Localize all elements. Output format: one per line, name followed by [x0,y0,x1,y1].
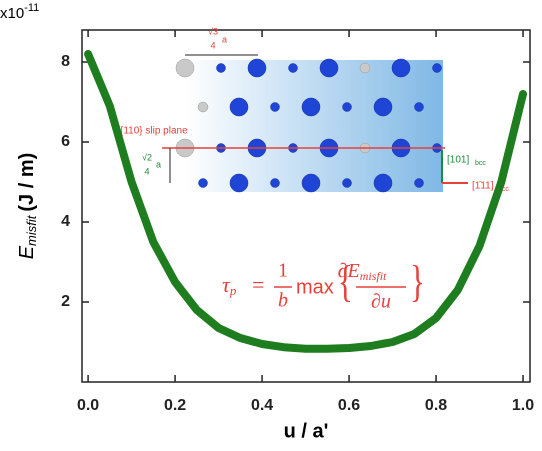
spacing-top-unit: a [222,34,227,44]
eq-d-num: ∂Emisfit [338,260,387,283]
atom-blue [391,58,411,78]
eq-brace-open: { [338,258,353,307]
x-tick-label: 0.2 [164,397,186,414]
eq-d-den: ∂u [371,291,391,313]
atom-blue [288,63,298,73]
y-tick-label: 2 [61,293,70,310]
atom-gray [175,58,195,78]
x-axis-label: u / a' [284,420,329,442]
eq-max: max [296,276,334,298]
atom-blue [229,173,249,193]
eq-dE-sub: misfit [360,269,387,283]
spacing-top-den: 4 [210,40,215,50]
dir-right-sub: bcc [498,186,509,193]
y-tick-label: 4 [61,213,70,230]
spacing-side-unit: a [156,159,161,169]
spacing-top-root: √3 [208,26,218,36]
atom-blue [342,178,352,188]
atom-blue [270,102,280,112]
atom-blue [301,97,321,117]
eq-dE: ∂E [338,260,360,282]
multiplier-exponent: -11 [24,2,39,14]
y-tick-label: 8 [61,53,70,70]
atom-blue [198,178,208,188]
atom-blue [229,97,249,117]
y-label-unit: (J / m) [16,153,38,212]
eq-equals: = [252,272,264,297]
slip-plane-label: {110} slip plane [120,126,188,137]
x-tick-label: 0.4 [251,397,273,414]
atom-blue [319,58,339,78]
spacing-side-root: √2 [142,152,152,162]
y-label-symbol: E [16,245,38,259]
x-tick-label: 0.8 [425,397,447,414]
eq-tau: τ [222,272,231,297]
eq-tau-sub: p [229,283,237,298]
multiplier-base: x10 [0,5,24,22]
atom-blue [373,97,393,117]
atom-blue [432,63,442,73]
dir-up-label: [101] [447,155,469,166]
y-axis-label: Emisfit (J / m) [16,153,39,260]
atom-blue [301,173,321,193]
x-tick-label: 0.0 [77,397,99,414]
atom-gray [359,62,371,74]
spacing-side-den: 4 [144,166,149,176]
atom-blue [342,102,352,112]
y-label-subscript: misfit [24,214,39,246]
equation: τp = 1 b max { ∂Emisfit ∂u } [222,258,425,313]
atom-blue [373,173,393,193]
atom-gray [197,101,209,113]
eq-frac-den: b [278,290,288,312]
inset-diagram: √34a√24a{110} slip plane[101] bcc[1̄11] bc… [120,26,509,192]
atom-blue [247,58,267,78]
y-multiplier: x10-11 [0,2,39,22]
y-tick-label: 6 [61,133,70,150]
plot-frame [81,29,531,383]
x-tick-label: 1.0 [512,397,534,414]
atom-blue [270,178,280,188]
atom-blue [414,178,424,188]
data-line [84,50,527,353]
atom-blue [216,63,226,73]
eq-lhs: τp [222,272,237,298]
eq-brace-close: } [410,258,425,307]
dir-up-sub: bcc [475,160,486,167]
atom-blue [414,102,424,112]
inset-background [185,60,443,192]
eq-frac-num: 1 [278,260,288,282]
dir-right-label: [1̄11] [472,181,494,192]
x-tick-label: 0.6 [338,397,360,414]
